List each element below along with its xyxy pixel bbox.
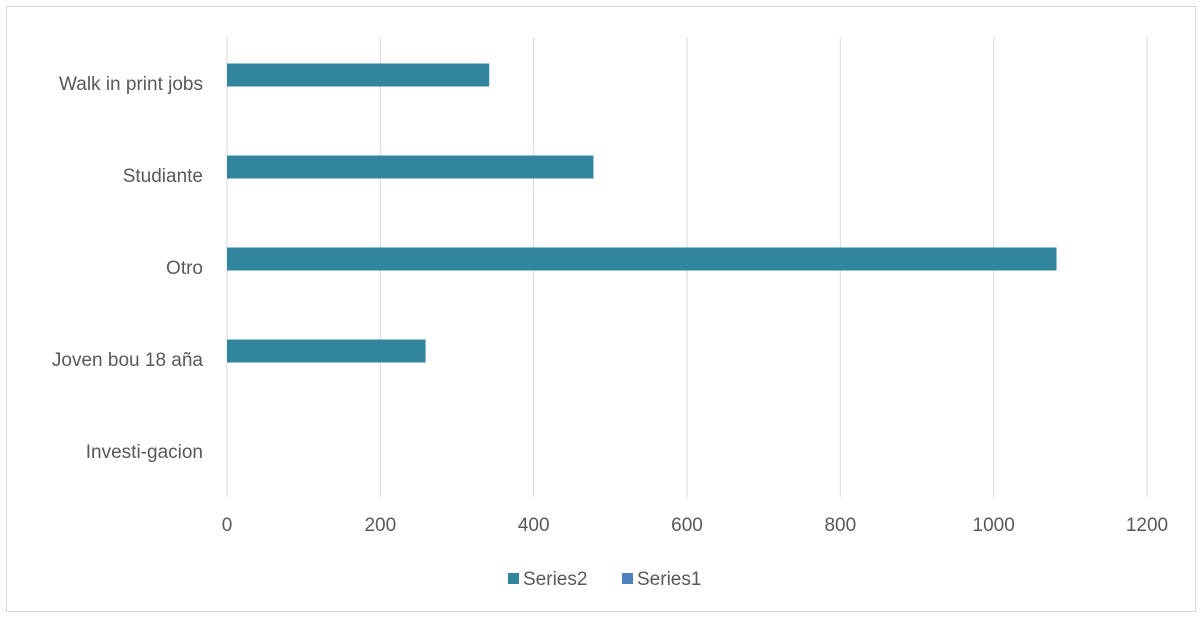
category-label: Otro: [166, 258, 203, 279]
x-tick-label: 1200: [1126, 515, 1168, 536]
legend-label: Series2: [523, 569, 587, 590]
x-tick-label: 1000: [973, 515, 1015, 536]
x-tick-label: 400: [518, 515, 550, 536]
legend-label: Series1: [637, 569, 701, 590]
category-label: Walk in print jobs: [59, 74, 203, 95]
bars: [227, 63, 1057, 363]
bar-series2: [227, 155, 594, 179]
bar-series2: [227, 63, 490, 87]
x-tick-label: 200: [364, 515, 396, 536]
category-label: Joven bou 18 aña: [52, 350, 204, 371]
legend-swatch: [622, 573, 633, 584]
legend: Series2 Series1: [508, 569, 701, 590]
bar-series2: [227, 339, 426, 363]
chart-frame: [6, 6, 1196, 612]
x-tick-label: 0: [222, 515, 233, 536]
legend-swatch: [508, 573, 519, 584]
category-label: Investi-gacion: [86, 442, 203, 463]
x-tick-labels: 0 200 400 600 800 1000 1200: [222, 515, 1168, 536]
bar-series2: [227, 247, 1057, 271]
category-label: Studiante: [123, 166, 203, 187]
x-tick-label: 800: [824, 515, 856, 536]
category-labels: Walk in print jobs Studiante Otro Joven bou…: [52, 74, 204, 463]
x-tick-label: 600: [671, 515, 703, 536]
